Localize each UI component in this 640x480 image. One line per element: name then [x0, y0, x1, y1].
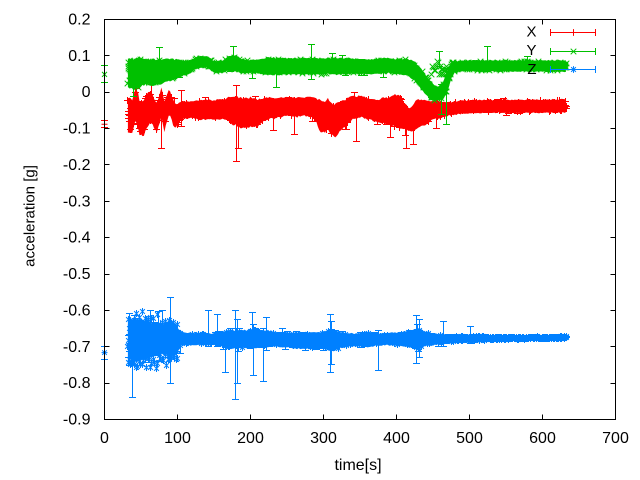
svg-text:600: 600 [529, 430, 556, 447]
svg-text:Y: Y [526, 42, 536, 59]
svg-text:-0.3: -0.3 [63, 193, 91, 210]
svg-text:-0.7: -0.7 [63, 339, 91, 356]
svg-text:acceleration [g]: acceleration [g] [22, 165, 39, 267]
svg-text:300: 300 [310, 430, 337, 447]
svg-text:200: 200 [237, 430, 264, 447]
svg-text:0: 0 [100, 430, 109, 447]
svg-text:0: 0 [82, 84, 91, 101]
svg-text:0.2: 0.2 [68, 12, 90, 29]
svg-text:400: 400 [383, 430, 410, 447]
svg-text:-0.2: -0.2 [63, 157, 91, 174]
svg-text:-0.1: -0.1 [63, 121, 91, 138]
svg-text:Z: Z [527, 61, 536, 78]
svg-text:-0.4: -0.4 [63, 230, 91, 247]
svg-text:500: 500 [456, 430, 483, 447]
svg-text:-0.8: -0.8 [63, 375, 91, 392]
svg-text:-0.5: -0.5 [63, 266, 91, 283]
svg-text:time[s]: time[s] [334, 457, 381, 474]
svg-text:100: 100 [164, 430, 191, 447]
svg-text:-0.9: -0.9 [63, 412, 91, 429]
svg-text:-0.6: -0.6 [63, 302, 91, 319]
svg-text:X: X [526, 24, 536, 41]
svg-text:0.1: 0.1 [68, 48, 90, 65]
svg-text:700: 700 [602, 430, 629, 447]
